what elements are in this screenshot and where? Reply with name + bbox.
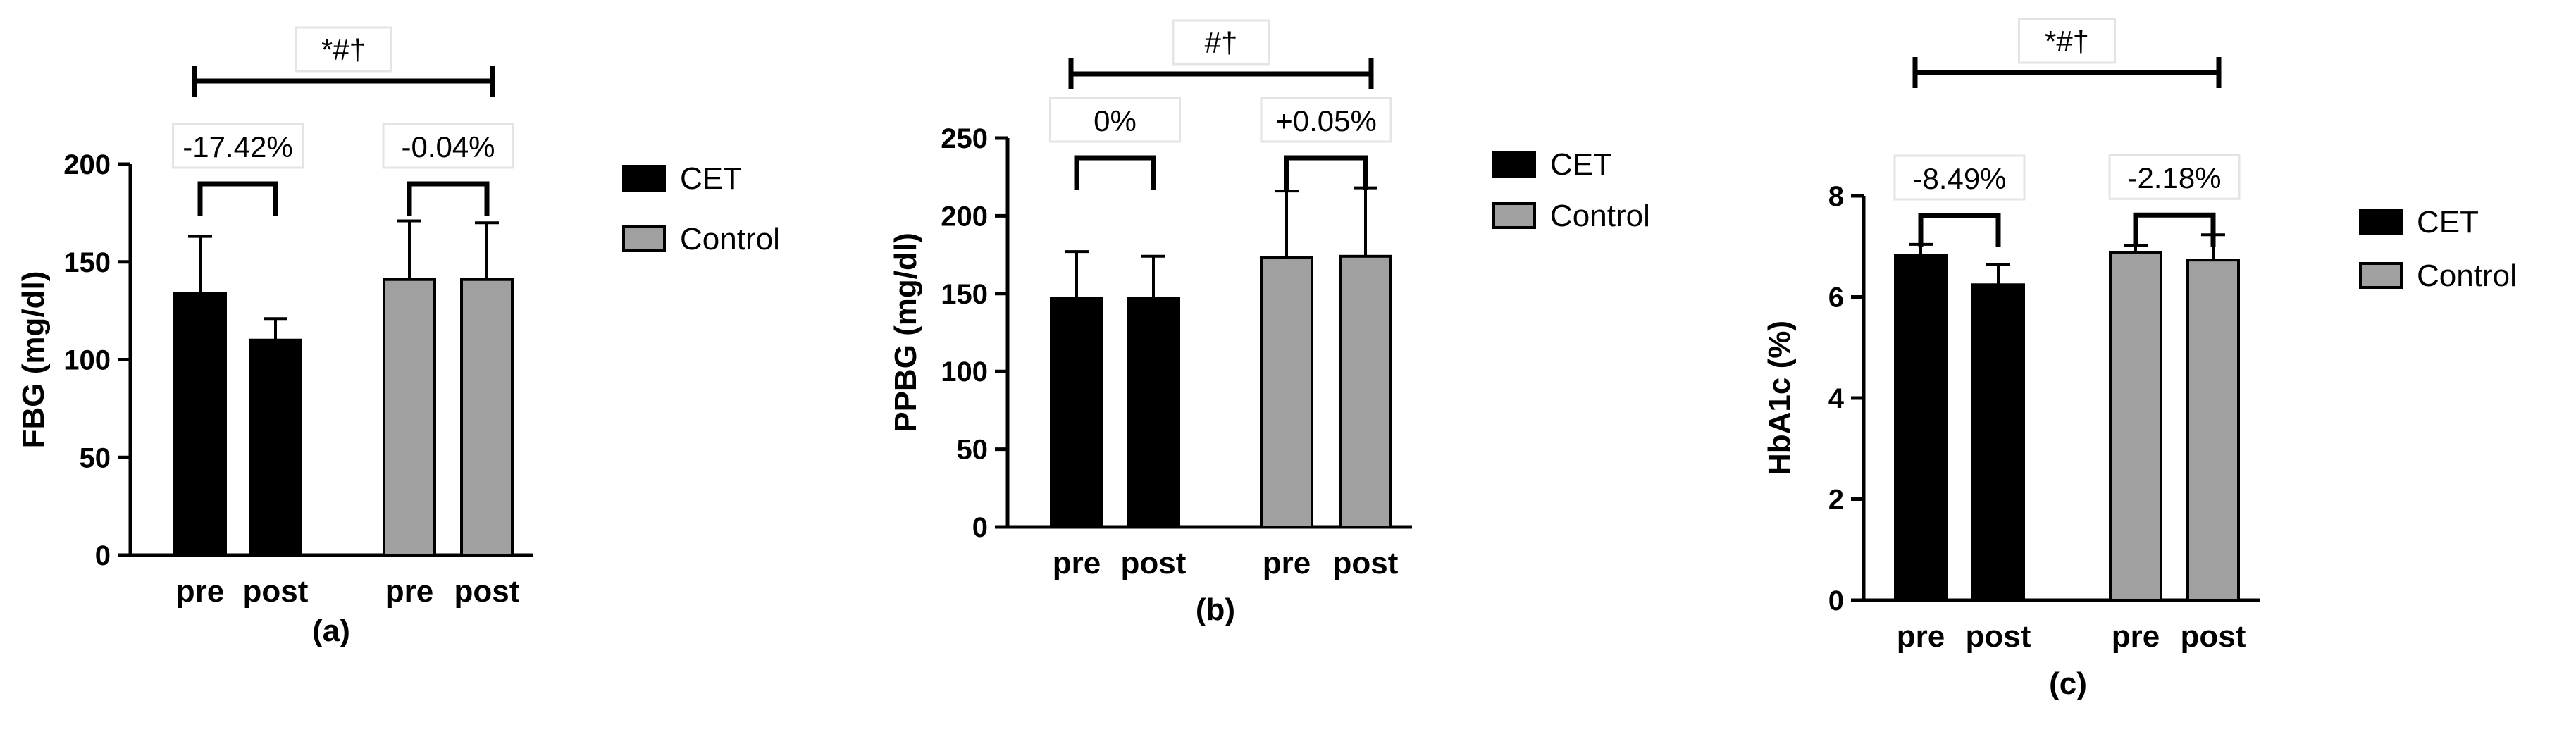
panel-3-x-tick-label: pre [1897,619,1945,654]
panel-1-x-tick-label: pre [176,574,224,609]
panel-2-significance-box [1172,19,1270,66]
panel-2-y-tick-label: 200 [941,201,988,232]
panel-1-y-tick-label: 50 [80,442,111,473]
panel-3-y-tick-label: 8 [1828,181,1844,212]
panel-2-legend-swatch-cet [1492,151,1536,178]
panel-2-y-tick-label: 0 [972,512,988,543]
panel-3-y-tick-label: 0 [1828,585,1844,616]
panel-3-significance-box [2018,18,2116,64]
panel-1-y-axis-label: FBG (mg/dl) [16,271,51,449]
panel-2-annotation-box [1049,97,1181,143]
panel-1-bar-cet-2 [249,338,302,557]
panel-3-change-annotation: -2.18% [2127,161,2221,194]
panel-2-change-annotation: 0% [1094,104,1137,137]
panel-2-bar-control-2 [1339,254,1392,528]
panel-2-x-tick-label: pre [1053,546,1101,580]
panel-1-change-annotation: -17.42% [182,130,292,163]
panel-2-legend-swatch-control [1492,202,1536,229]
panel-3-change-annotation: -8.49% [1912,162,2006,195]
panel-2-bar-control-1 [1260,256,1313,528]
panel-1-annotation-box [172,123,304,169]
panel-1-y-tick-label: 0 [95,540,111,571]
panel-3-comparison-bracket [1918,213,2001,247]
panel-2-x-tick-label: post [1333,546,1399,580]
panel-1-bar-control-1 [383,278,436,557]
panel-2-bar-cet-2 [1127,297,1180,528]
panel-2-y-tick-label: 150 [941,279,988,310]
panel-1-y-tick-label: 100 [63,345,111,376]
panel-2-change-annotation: +0.05% [1275,104,1377,137]
panel-3-significance-label: *#† [2045,25,2089,58]
panel-2-comparison-bracket [1074,155,1156,190]
panel-3-bar-control-1 [2109,251,2162,602]
panel-1-x-tick-label: post [454,574,520,609]
panel-1-legend-swatch-control [622,225,666,252]
panel-1-x-tick-label: post [243,574,309,609]
panel-2-legend-label: Control [1550,199,1650,233]
panel-3-y-axis-label: HbA1c (%) [1762,321,1797,476]
panel-1-x-tick-label: pre [385,574,433,609]
panel-3-legend-label: CET [2417,205,2479,240]
panel-3-comparison-bracket [2133,212,2216,247]
panel-3-bar-cet-1 [1894,254,1948,602]
panel-1-significance-label: *#† [321,33,366,66]
panel-2-y-axis-label: PPBG (mg/dl) [888,232,923,433]
panel-3-bar-cet-2 [1971,283,2025,602]
panel-2-comparison-bracket [1284,155,1368,190]
panel-1-bar-control-2 [460,278,514,557]
panel-1-caption: (a) [312,614,350,648]
panel-2-x-tick-label: pre [1263,546,1311,580]
panel-1-significance-box [295,26,392,73]
panel-2-y-tick-label: 100 [941,356,988,387]
panel-3-legend-swatch-cet [2359,209,2403,235]
panel-1-bar-cet-1 [173,292,227,557]
panel-2-x-tick-label: post [1121,546,1187,580]
panel-1-legend-label: CET [680,161,742,196]
panel-3-y-tick-label: 6 [1828,282,1844,313]
panel-1-annotation-box [382,123,514,169]
panel-3-legend-swatch-control [2359,262,2403,289]
panel-1-change-annotation: -0.04% [401,130,495,163]
panel-2-legend-label: CET [1550,147,1612,182]
panel-3-annotation-box [1893,154,2026,201]
panel-1-legend-label: Control [680,222,780,256]
panel-3-bar-control-2 [2186,259,2240,602]
panel-3-x-tick-label: pre [2112,619,2160,654]
panel-3-x-tick-label: post [1966,619,2031,654]
panel-1-y-tick-label: 150 [63,247,111,278]
panel-1-comparison-bracket [407,181,490,216]
panel-3-y-tick-label: 2 [1828,485,1844,516]
panel-1-y-tick-label: 200 [63,149,111,180]
panel-3-x-tick-label: post [2181,619,2246,654]
panel-1-legend-swatch-cet [622,165,666,192]
panel-2-bar-cet-1 [1050,297,1103,528]
panel-3-caption: (c) [2049,666,2087,701]
panel-2-caption: (b) [1196,592,1235,627]
panel-2-significance-label: #† [1205,26,1238,59]
panel-2-annotation-box [1260,97,1392,143]
panel-3-annotation-box [2108,154,2241,200]
panel-3-y-tick-label: 4 [1828,383,1845,414]
panel-3-legend-label: Control [2417,259,2517,293]
panel-2-y-tick-label: 50 [957,435,989,466]
panel-2-y-tick-label: 250 [941,123,988,154]
panel-1-comparison-bracket [197,181,278,216]
